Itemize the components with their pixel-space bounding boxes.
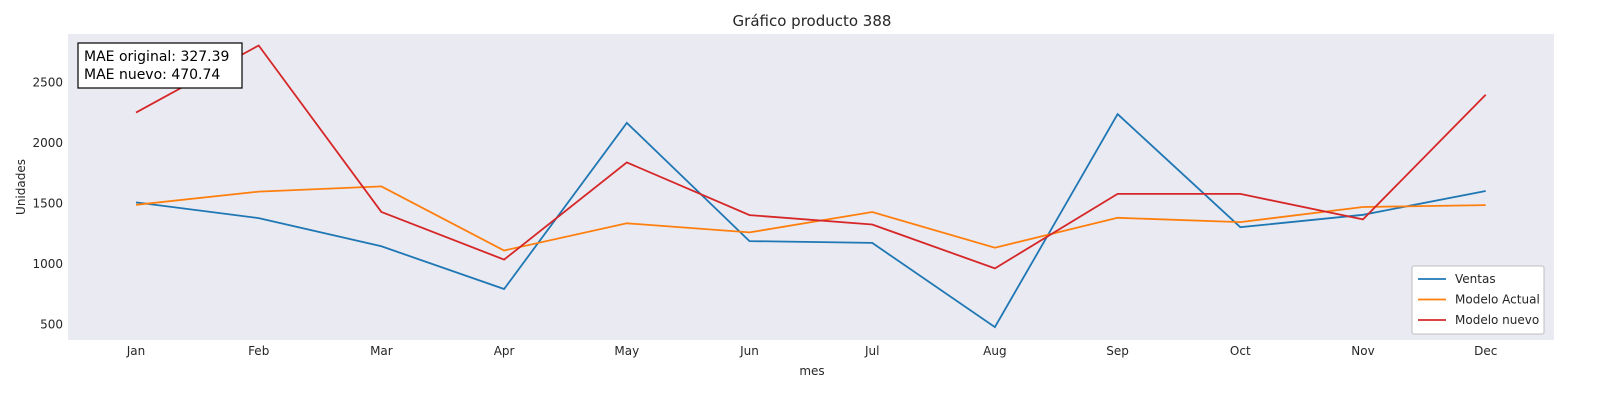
legend: Ventas Modelo Actual Modelo nuevo [1412,266,1544,334]
legend-label: Modelo nuevo [1455,313,1539,327]
chart-title: Gráfico producto 388 [733,12,892,30]
x-axis: Jan Feb Mar Apr May Jun Jul Aug Sep Oct Nov Dec [126,344,1498,358]
annotation-line: MAE nuevo: 470.74 [84,67,220,83]
x-axis-label: mes [799,364,824,378]
x-tick-label: Jul [864,344,879,358]
legend-label: Ventas [1455,272,1496,286]
annotation-line: MAE original: 327.39 [84,49,229,65]
y-tick-label: 1000 [32,257,63,271]
x-tick-label: Aug [983,344,1006,358]
x-tick-label: Nov [1351,344,1374,358]
y-tick-label: 500 [40,317,63,331]
x-tick-label: Sep [1106,344,1129,358]
plot-area [68,34,1554,340]
x-tick-label: Apr [494,344,515,358]
x-tick-label: Oct [1230,344,1251,358]
x-tick-label: Jan [126,344,146,358]
y-tick-label: 1500 [32,196,63,210]
x-tick-label: Jun [739,344,759,358]
x-tick-label: Dec [1474,344,1497,358]
y-tick-label: 2000 [32,136,63,150]
legend-label: Modelo Actual [1455,293,1540,307]
y-axis: 500 1000 1500 2000 2500 [32,75,63,331]
x-tick-label: May [614,344,639,358]
y-tick-label: 2500 [32,75,63,89]
mae-annotation: MAE original: 327.39 MAE nuevo: 470.74 [78,43,242,88]
x-tick-label: Mar [370,344,393,358]
y-axis-label: Unidades [14,159,28,215]
x-tick-label: Feb [248,344,269,358]
